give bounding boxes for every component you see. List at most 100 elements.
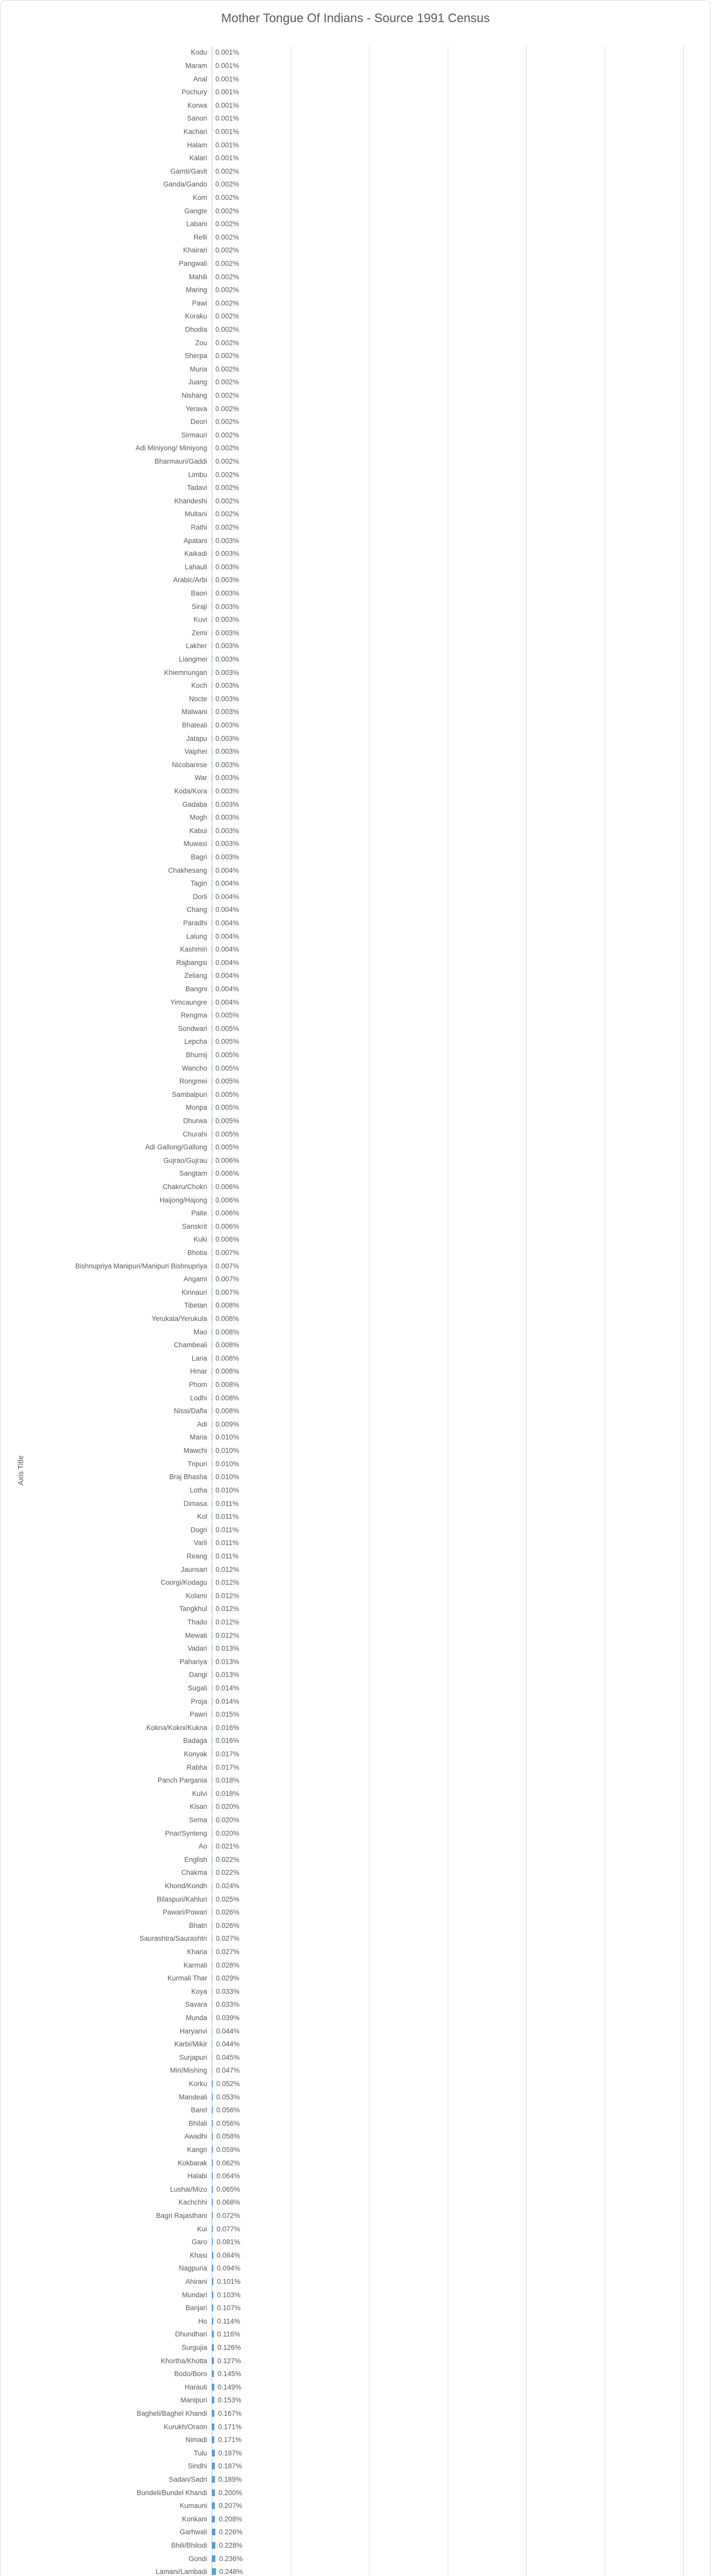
value-label: 0.002% (215, 207, 239, 215)
value-label: 0.005% (215, 1064, 239, 1072)
value-label: 0.064% (216, 2172, 240, 2180)
bar-row: Kachari 0.001% (1, 125, 710, 139)
value-label: 0.171% (218, 2422, 242, 2431)
value-label: 0.056% (216, 2106, 240, 2114)
bar-row: Sema 0.020% (1, 1814, 710, 1827)
value-label: 0.002% (215, 312, 239, 320)
bar (212, 2344, 214, 2351)
bar-row: Khasi 0.084% (1, 2249, 710, 2262)
category-label: Chang (187, 906, 207, 914)
category-label: Zou (195, 338, 207, 347)
bar-row: Braj Bhasha 0.010% (1, 1470, 710, 1484)
value-label: 0.107% (217, 2304, 241, 2312)
category-label: Tangkhul (179, 1605, 207, 1613)
bar-row: Khairari 0.002% (1, 244, 710, 257)
bar-row: Savara 0.033% (1, 1998, 710, 2011)
bar (212, 2291, 214, 2298)
value-label: 0.003% (215, 800, 239, 808)
value-label: 0.002% (215, 325, 239, 333)
value-label: 0.012% (215, 1565, 240, 1573)
bar-row: Ho 0.114% (1, 2315, 710, 2328)
category-label: Ahirani (185, 2278, 207, 2285)
bar-row: Baori 0.003% (1, 587, 710, 600)
category-label: Sanskrit (182, 1222, 207, 1230)
category-label: Tulu (194, 2449, 207, 2457)
value-label: 0.010% (215, 1473, 240, 1481)
bar-row: Koch 0.003% (1, 679, 710, 692)
bar-row: Mewati 0.012% (1, 1629, 710, 1642)
value-label: 0.094% (216, 2264, 241, 2273)
bar-row: Proja 0.014% (1, 1694, 710, 1708)
value-label: 0.062% (216, 2159, 240, 2167)
bar-row: Bagheli/Baghel Khandi 0.167% (1, 2407, 710, 2420)
bar-row: Mao 0.008% (1, 1325, 710, 1338)
category-label: Maring (185, 286, 207, 294)
value-label: 0.002% (215, 457, 239, 465)
value-label: 0.003% (215, 721, 239, 729)
bar (212, 2383, 214, 2391)
bar (212, 2120, 213, 2127)
category-label: Pawri (190, 1710, 207, 1719)
category-label: Pochury (181, 88, 207, 96)
bar (212, 2568, 216, 2575)
value-label: 0.020% (215, 1829, 240, 1837)
bar-row: Sanori 0.001% (1, 112, 710, 125)
bar-row: Labani 0.002% (1, 217, 710, 231)
value-label: 0.005% (215, 1077, 239, 1086)
category-label: Braj Bhasha (169, 1473, 207, 1481)
category-label: Bundeli/Bundel Khandi (137, 2488, 207, 2497)
value-label: 0.010% (215, 1433, 240, 1442)
category-label: Paradhi (183, 919, 207, 927)
value-label: 0.002% (215, 431, 239, 439)
category-label: Dhodia (185, 325, 207, 333)
value-label: 0.016% (215, 1737, 240, 1745)
value-label: 0.004% (215, 866, 239, 874)
value-label: 0.007% (215, 1275, 239, 1283)
value-label: 0.001% (215, 114, 239, 123)
category-label: Labani (186, 220, 207, 228)
value-label: 0.003% (215, 774, 239, 782)
bar-row: Kui 0.077% (1, 2222, 710, 2235)
value-label: 0.003% (215, 655, 239, 663)
bar-row: Bilaspuri/Kahluri 0.025% (1, 1892, 710, 1906)
category-label: Kuki (193, 1235, 207, 1244)
category-label: Kokna/Kokni/Kukna (146, 1723, 207, 1732)
bar-row: Mandeali 0.053% (1, 2090, 710, 2104)
category-label: Jatapu (186, 734, 207, 742)
bar (212, 2093, 213, 2100)
category-label: Pahariya (179, 1657, 207, 1666)
bar-row: Paradhi 0.004% (1, 917, 710, 930)
category-label: Lushai/Mizo (170, 2185, 207, 2193)
category-label: Dogri (190, 1526, 207, 1534)
bar-row: Barel 0.056% (1, 2104, 710, 2117)
bar-row: Sondwari 0.005% (1, 1022, 710, 1036)
bar-row: Khortha/Khotta 0.127% (1, 2354, 710, 2367)
bar-row: Sherpa 0.002% (1, 349, 710, 363)
category-label: Laria (191, 1354, 207, 1362)
value-label: 0.002% (215, 180, 239, 189)
value-label: 0.004% (215, 932, 239, 940)
bar-row: Miri/Mishing 0.047% (1, 2064, 710, 2077)
value-label: 0.011% (215, 1526, 239, 1534)
bar-row: Kisan 0.020% (1, 1800, 710, 1814)
value-label: 0.013% (215, 1657, 240, 1666)
category-label: Surgujia (181, 2344, 207, 2352)
category-label: Nimadi (185, 2436, 207, 2444)
category-label: Korwa (187, 101, 207, 109)
bar-row: Bundeli/Bundel Khandi 0.200% (1, 2486, 710, 2499)
bar (212, 2304, 214, 2312)
category-label: Anal (193, 75, 207, 83)
bar-row: Chakhesang 0.004% (1, 863, 710, 877)
bar-row: Nagpuria 0.094% (1, 2262, 710, 2275)
bar-row: Nimadi 0.171% (1, 2433, 710, 2447)
value-label: 0.001% (215, 88, 239, 96)
value-label: 0.068% (216, 2198, 240, 2207)
value-label: 0.002% (215, 286, 239, 294)
bar-row: Monpa 0.005% (1, 1101, 710, 1114)
bar-row: Banjari 0.107% (1, 2301, 710, 2315)
category-label: War (194, 774, 207, 782)
category-label: Lodhi (190, 1394, 207, 1402)
category-label: Badaga (183, 1737, 207, 1745)
bar-row: Kinnauri 0.007% (1, 1286, 710, 1299)
category-label: Bagheli/Baghel Khandi (137, 2410, 207, 2418)
